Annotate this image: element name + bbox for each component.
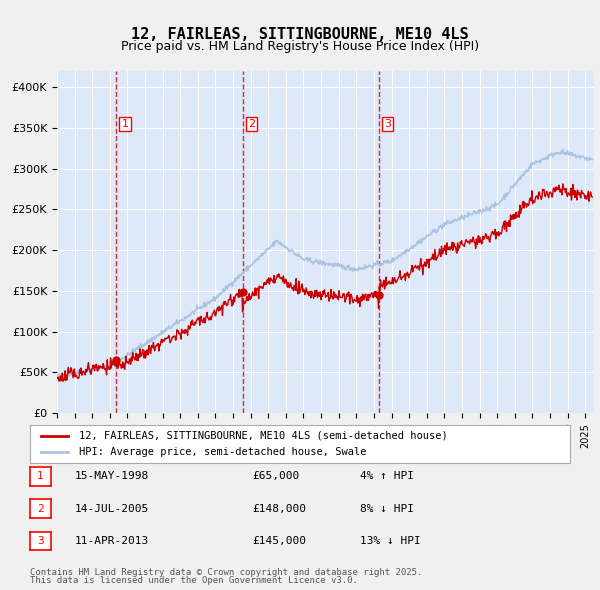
Text: 11-APR-2013: 11-APR-2013 (75, 536, 149, 546)
Text: 12, FAIRLEAS, SITTINGBOURNE, ME10 4LS: 12, FAIRLEAS, SITTINGBOURNE, ME10 4LS (131, 27, 469, 41)
Text: 3: 3 (37, 536, 44, 546)
Text: 15-MAY-1998: 15-MAY-1998 (75, 471, 149, 481)
Text: 8% ↓ HPI: 8% ↓ HPI (360, 504, 414, 513)
Text: HPI: Average price, semi-detached house, Swale: HPI: Average price, semi-detached house,… (79, 447, 366, 457)
Text: £145,000: £145,000 (252, 536, 306, 546)
Text: 14-JUL-2005: 14-JUL-2005 (75, 504, 149, 513)
Text: Price paid vs. HM Land Registry's House Price Index (HPI): Price paid vs. HM Land Registry's House … (121, 40, 479, 53)
Text: 12, FAIRLEAS, SITTINGBOURNE, ME10 4LS (semi-detached house): 12, FAIRLEAS, SITTINGBOURNE, ME10 4LS (s… (79, 431, 448, 441)
Text: 3: 3 (384, 119, 391, 129)
Text: 4% ↑ HPI: 4% ↑ HPI (360, 471, 414, 481)
Text: £65,000: £65,000 (252, 471, 299, 481)
Text: 13% ↓ HPI: 13% ↓ HPI (360, 536, 421, 546)
Text: This data is licensed under the Open Government Licence v3.0.: This data is licensed under the Open Gov… (30, 576, 358, 585)
Text: £148,000: £148,000 (252, 504, 306, 513)
Text: 2: 2 (37, 504, 44, 513)
Text: Contains HM Land Registry data © Crown copyright and database right 2025.: Contains HM Land Registry data © Crown c… (30, 568, 422, 577)
Text: 1: 1 (37, 471, 44, 481)
Text: 1: 1 (122, 119, 128, 129)
Text: 2: 2 (248, 119, 255, 129)
